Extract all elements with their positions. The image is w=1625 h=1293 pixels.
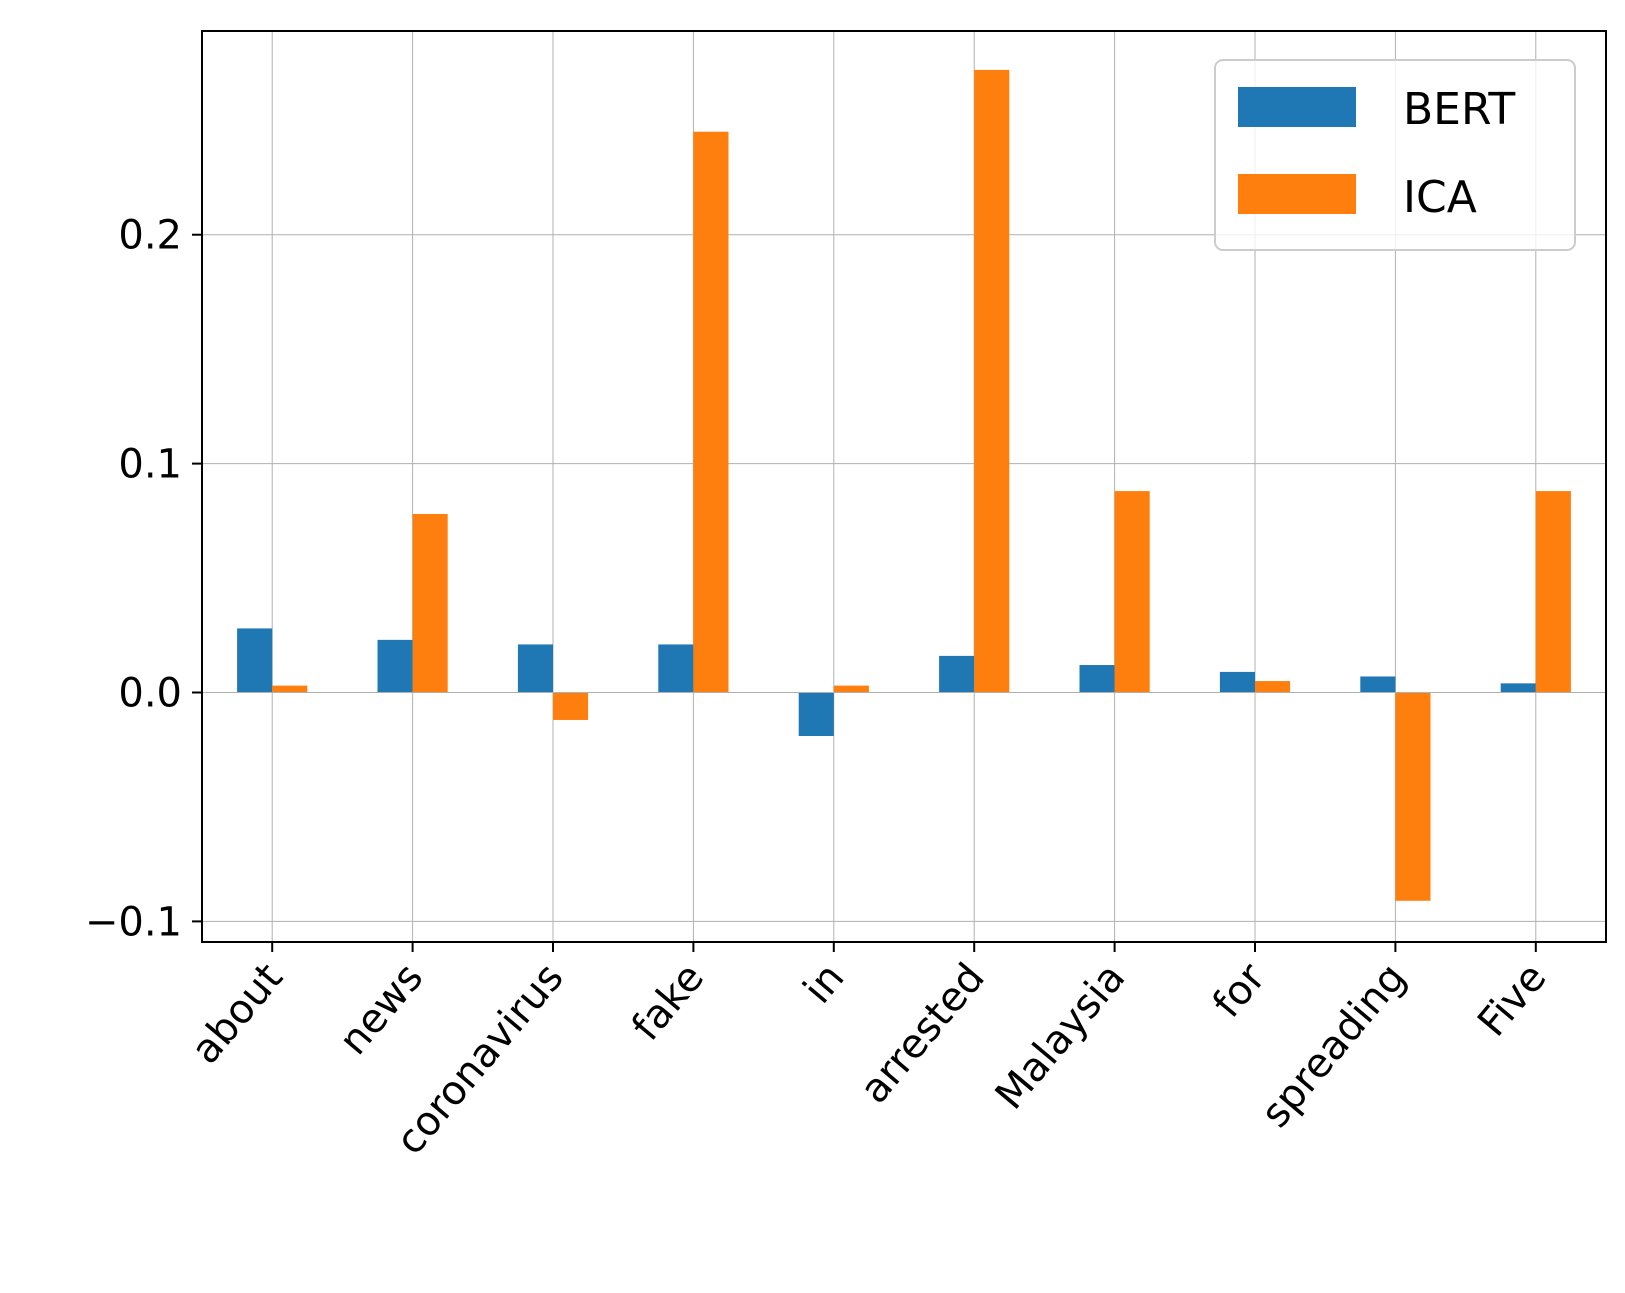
y-tick-label: 0.1 (118, 442, 182, 488)
x-tick-label: in (795, 955, 854, 1013)
y-tick-label: 0.0 (118, 671, 182, 717)
legend: BERT ICA (1214, 59, 1576, 251)
bar-ica-five (1535, 491, 1571, 693)
x-tick-label: fake (623, 955, 713, 1050)
bar-bert-fake (658, 644, 694, 693)
bar-bert-five (1500, 683, 1536, 693)
bar-bert-in (798, 692, 834, 736)
plot-frame (201, 30, 1607, 943)
x-tick-label: about (182, 955, 291, 1073)
x-tick-label: spreading (1252, 955, 1415, 1136)
bar-ica-fake (693, 131, 729, 693)
x-tick-label: Malaysia (987, 955, 1135, 1118)
bars (237, 69, 1571, 901)
x-tick-label: arrested (851, 955, 994, 1112)
bar-bert-about (237, 628, 273, 693)
legend-swatch-ica (1238, 174, 1356, 214)
bar-ica-for (1255, 681, 1291, 693)
bar-ica-about (272, 685, 308, 693)
bar-ica-coronavirus (553, 692, 589, 720)
bar-bert-arrested (939, 655, 975, 693)
x-tick-label: for (1204, 954, 1275, 1026)
bar-bert-spreading (1360, 676, 1396, 693)
x-tick-label: news (330, 955, 432, 1064)
bar-ica-arrested (974, 69, 1010, 693)
bar-ica-spreading (1395, 692, 1431, 901)
legend-label-bert: BERT (1403, 84, 1515, 135)
bar-ica-news (412, 513, 448, 693)
y-tick-label: −0.1 (85, 899, 182, 945)
bar-bert-for (1219, 671, 1255, 693)
bar-ica-in (833, 685, 869, 693)
legend-label-ica: ICA (1403, 172, 1477, 223)
bar-ica-malaysia (1114, 491, 1150, 693)
y-axis: −0.1 0.0 0.1 0.2 (85, 213, 202, 945)
bar-bert-coronavirus (517, 644, 553, 693)
bar-bert-malaysia (1079, 665, 1115, 693)
x-tick-label: Five (1469, 955, 1555, 1045)
legend-swatch-bert (1238, 87, 1356, 127)
y-tick-label: 0.2 (118, 213, 182, 259)
bar-bert-news (377, 639, 413, 693)
